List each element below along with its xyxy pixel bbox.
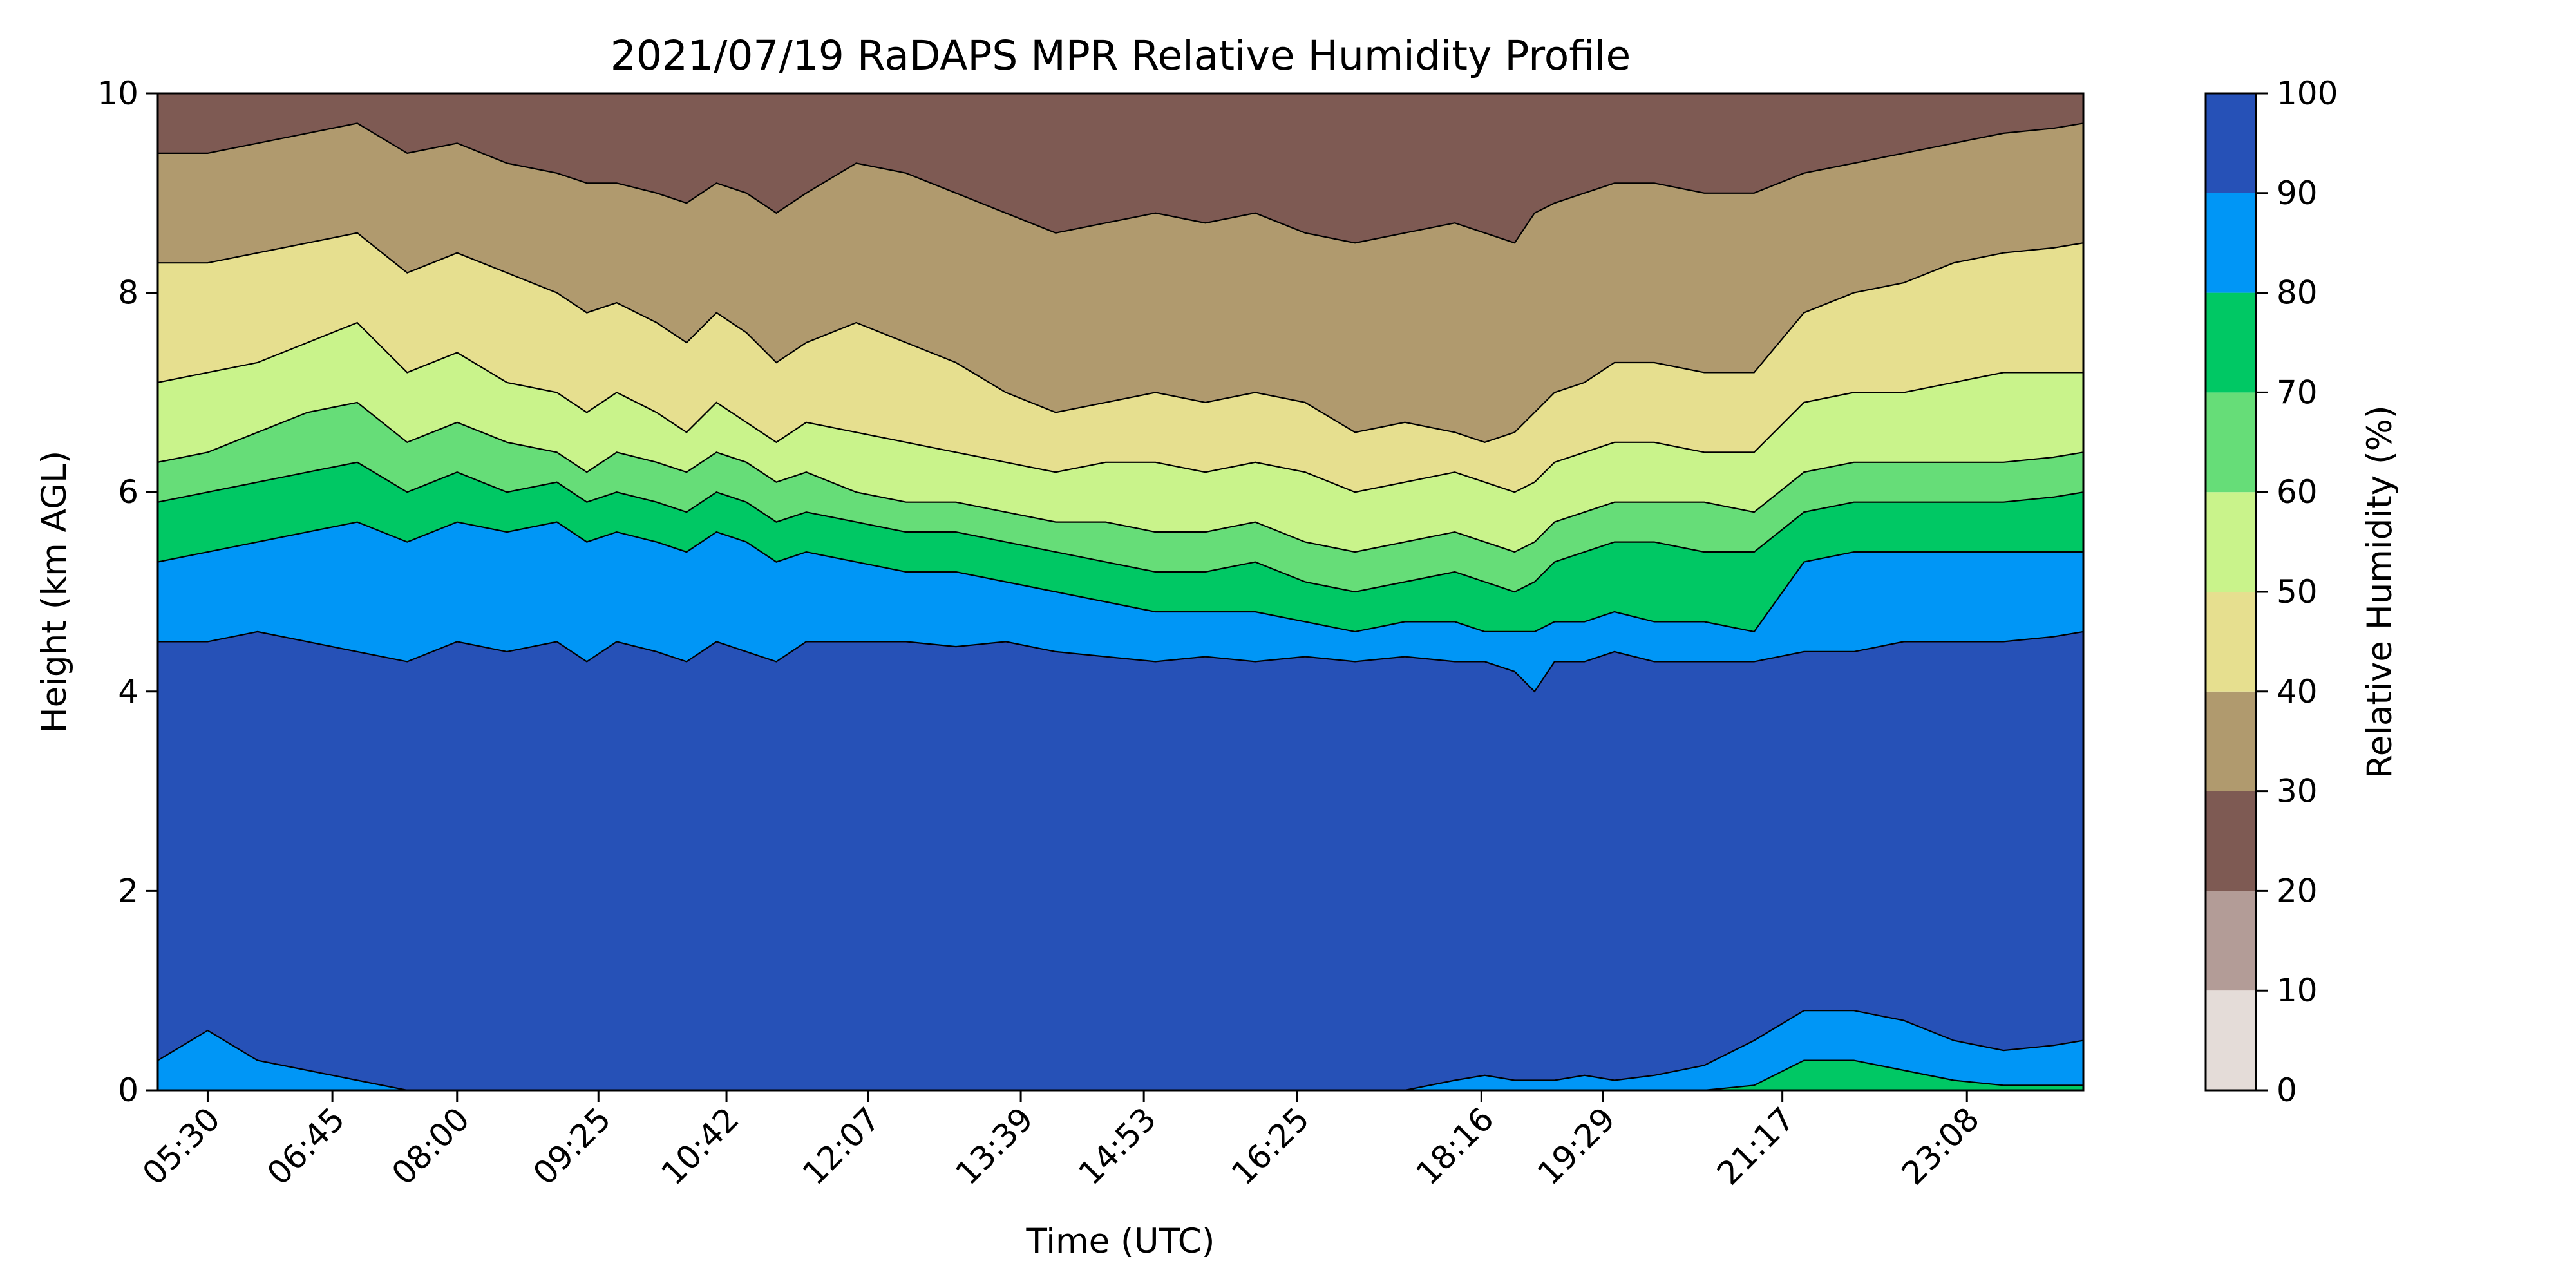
contour-line-rh90 [158,630,2083,693]
colorbar-segment [2206,93,2256,193]
contour-line-rh50 [158,321,2083,493]
colorbar: 0 10 20 30 40 50 60 70 80 90 100 [2204,75,2338,1109]
colorbar-tick-label: 20 [2277,872,2318,909]
colorbar-tick-label: 40 [2277,673,2318,710]
rh-band-50-60 [158,323,2083,553]
x-tick-label: 10:42 [654,1100,746,1192]
colorbar-tick-label: 80 [2277,274,2318,312]
contour-line-rh30 [158,122,2083,244]
colorbar-tick-label: 100 [2277,75,2338,112]
y-axis: 0 2 4 6 8 10 [97,75,158,1109]
rh-band-90-100 [158,631,2083,1090]
x-tick-label: 18:16 [1409,1100,1501,1192]
colorbar-label: Relative Humidity (%) [2360,405,2400,778]
rh-band-30-40 [158,123,2083,442]
colorbar-tick-label: 50 [2277,573,2318,611]
x-tick-label: 06:45 [260,1100,352,1192]
x-tick-label: 16:25 [1224,1100,1316,1192]
x-axis-label: Time (UTC) [1026,1222,1215,1261]
colorbar-tick-label: 30 [2277,773,2318,810]
x-tick-label: 14:53 [1072,1100,1164,1192]
x-tick-label: 09:25 [526,1100,618,1192]
colorbar-tick-label: 10 [2277,972,2318,1009]
y-axis-label: Height (km AGL) [35,451,74,734]
x-tick-label: 05:30 [135,1100,227,1192]
rh-band-70-80 [158,462,2083,632]
contour-line-rh80 [158,521,2083,633]
rh-band-40-50 [158,232,2083,493]
colorbar-segment [2206,791,2256,891]
colorbar-tick-label: 60 [2277,473,2318,511]
y-tick-label: 10 [97,75,138,112]
x-tick-label: 08:00 [384,1100,477,1192]
colorbar-segment [2206,492,2256,592]
contour-plot-area [158,93,2083,1090]
colorbar-segment [2206,990,2256,1090]
contour-line-rh60 [158,401,2083,553]
contour-line-low-rh80 [158,1010,2083,1090]
colorbar-segment [2206,193,2256,293]
rh-band-60-70 [158,402,2083,592]
colorbar-segment [2206,592,2256,692]
rh-band-70-80-surface [158,1060,2083,1090]
y-tick-label: 0 [118,1072,138,1109]
colorbar-tick-label: 90 [2277,175,2318,212]
rh-band-80-90 [158,522,2083,692]
colorbar-segment [2206,691,2256,791]
y-tick-label: 8 [118,274,138,312]
contour-line-low-rh70 [158,1059,2083,1090]
rh-band-20-30 [158,93,2083,243]
x-tick-label: 13:39 [949,1100,1041,1192]
colorbar-segment [2206,392,2256,493]
y-tick-label: 4 [118,673,138,710]
y-tick-label: 6 [118,473,138,511]
colorbar-tick-label: 0 [2277,1072,2297,1109]
x-tick-label: 21:17 [1710,1100,1802,1192]
colorbar-segment [2206,891,2256,991]
colorbar-tick-label: 70 [2277,374,2318,411]
plot-frame [156,92,2085,1092]
chart-title: 2021/07/19 RaDAPS MPR Relative Humidity … [611,32,1631,79]
colorbar-segment [2206,292,2256,393]
contour-line-rh40 [158,232,2083,443]
x-tick-label: 12:07 [795,1100,887,1192]
x-axis: 05:30 06:45 08:00 09:25 10:42 12:07 13:39 14:53… [135,1090,1987,1192]
x-tick-label: 19:29 [1530,1100,1622,1192]
y-tick-label: 2 [118,872,138,909]
x-tick-label: 23:08 [1895,1100,1987,1192]
contour-line-rh70 [158,461,2083,593]
